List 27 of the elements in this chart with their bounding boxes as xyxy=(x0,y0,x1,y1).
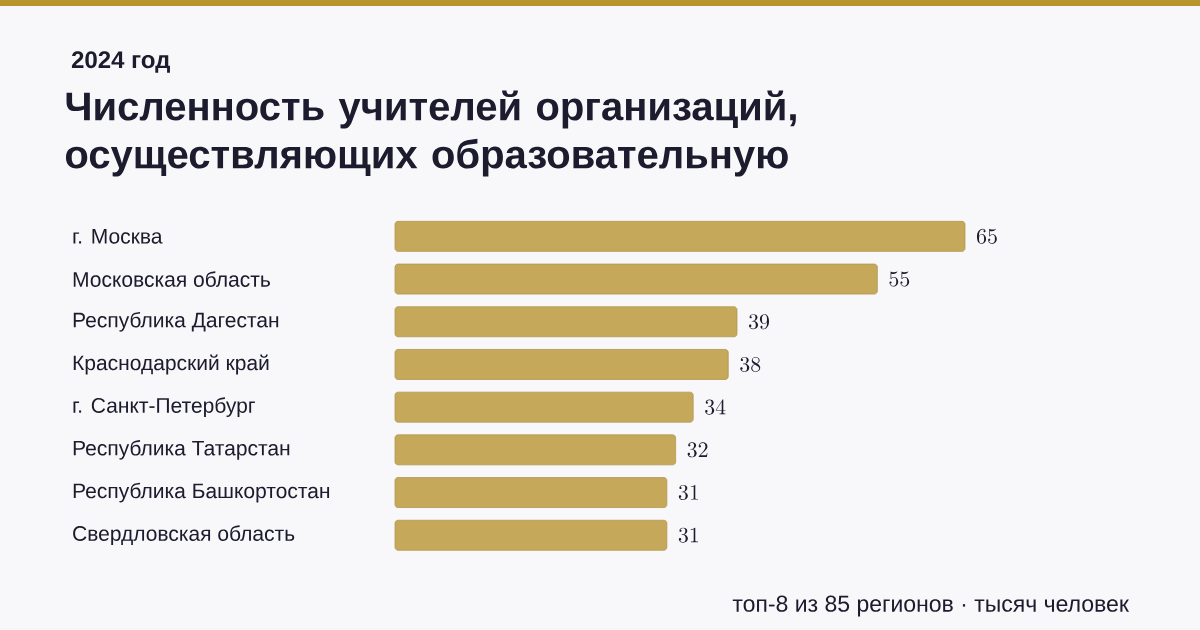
bar xyxy=(394,263,878,295)
bar xyxy=(394,391,694,423)
data-label: 55 xyxy=(889,271,910,287)
data-label: 65 xyxy=(976,228,997,244)
data-label: 31 xyxy=(678,527,699,543)
bar xyxy=(394,434,677,466)
chart-title: Численность учителей организаций, осуществляющих образовательную xyxy=(65,90,796,177)
data-label: 38 xyxy=(740,356,761,372)
text: топ-8 из 85 регионов · тысяч человек xyxy=(732,595,1130,617)
bar xyxy=(394,349,729,380)
data-label: 31 xyxy=(678,485,699,501)
bar xyxy=(394,306,738,338)
bar xyxy=(394,477,668,508)
bar xyxy=(394,519,668,551)
y-tick-label: Республика Татарстан xyxy=(73,439,290,460)
data-label: 34 xyxy=(705,399,726,415)
y-tick-label: г. Москва xyxy=(73,229,163,244)
y-tick-label: г. Санкт-Петербург xyxy=(73,397,255,418)
y-tick-label: Свердловская область xyxy=(73,525,295,546)
y-tick-label: Республика Башкортостан xyxy=(73,482,330,503)
y-tick-label: Краснодарский край xyxy=(73,354,269,375)
data-label: 32 xyxy=(687,442,708,458)
data-label: 39 xyxy=(748,314,770,330)
text: 2024 год xyxy=(71,51,170,73)
y-tick-label: Московская область xyxy=(73,271,270,287)
bar xyxy=(394,220,966,252)
y-tick-label: Республика Дагестан xyxy=(73,311,279,332)
